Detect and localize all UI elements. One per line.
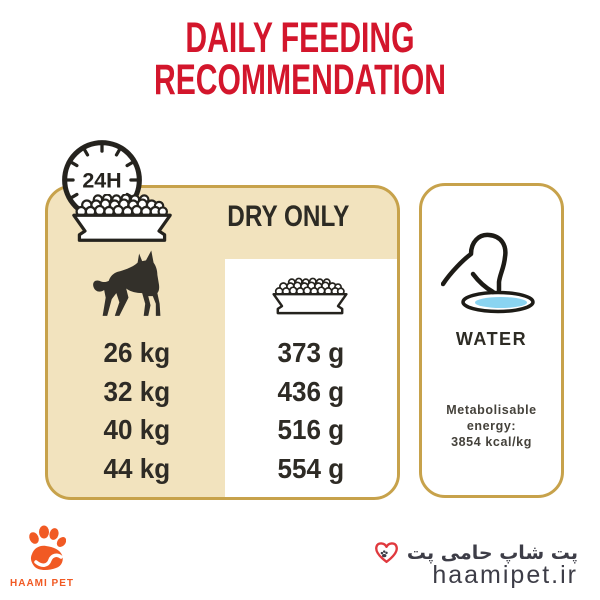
- weight-cell: 32 kg: [103, 375, 170, 407]
- kibble-bowl-icon: [272, 277, 348, 315]
- water-panel: WATER Metabolisable energy: 3854 kcal/kg: [419, 183, 564, 498]
- dry-only-label: DRY ONLY: [226, 200, 349, 233]
- clock-label: 24H: [82, 168, 121, 192]
- feeding-table: 26 kg 373 g 32 kg 436 g 40 kg 516 g 44 k…: [48, 334, 397, 488]
- title-line-2: RECOMMENDATION: [153, 56, 447, 104]
- website-url: haamipet.ir: [432, 561, 578, 589]
- water-label: WATER: [455, 329, 528, 349]
- energy-text: Metabolisable energy: 3854 kcal/kg: [422, 402, 561, 450]
- title-line-1: DAILY FEEDING: [185, 14, 415, 62]
- shop-name-persian: پت شاپ حامی پت: [406, 541, 578, 564]
- amount-cell: 554 g: [277, 452, 345, 484]
- dog-icon: [93, 250, 161, 316]
- energy-line: 3854 kcal/kg: [451, 435, 532, 449]
- energy-line: energy:: [466, 419, 517, 433]
- weight-cell: 26 kg: [103, 337, 170, 369]
- page-title: DAILY FEEDING RECOMMENDATION: [0, 14, 600, 104]
- weight-cell: 44 kg: [103, 452, 170, 484]
- amount-cell: 436 g: [277, 375, 345, 407]
- energy-line: Metabolisable: [446, 403, 537, 417]
- table-row: 32 kg 436 g: [48, 373, 397, 412]
- haami-pet-paw-logo: [29, 525, 66, 571]
- table-row: 40 kg 516 g: [48, 411, 397, 450]
- dog-drinking-water-icon: [441, 232, 535, 314]
- weight-cell: 40 kg: [103, 414, 170, 446]
- heart-paw-icon: [374, 542, 398, 564]
- table-row: 44 kg 554 g: [48, 450, 397, 489]
- feeding-panel: DRY ONLY 26 kg 373 g 32 kg 436 g: [45, 185, 400, 500]
- amount-cell: 516 g: [277, 414, 345, 446]
- brand-name: HAAMI PET: [10, 578, 74, 589]
- kibble-bowl-large-icon: [72, 194, 172, 242]
- amount-cell: 373 g: [277, 337, 345, 369]
- shop-name-line: پت شاپ حامی پت: [373, 540, 578, 565]
- table-row: 26 kg 373 g: [48, 334, 397, 373]
